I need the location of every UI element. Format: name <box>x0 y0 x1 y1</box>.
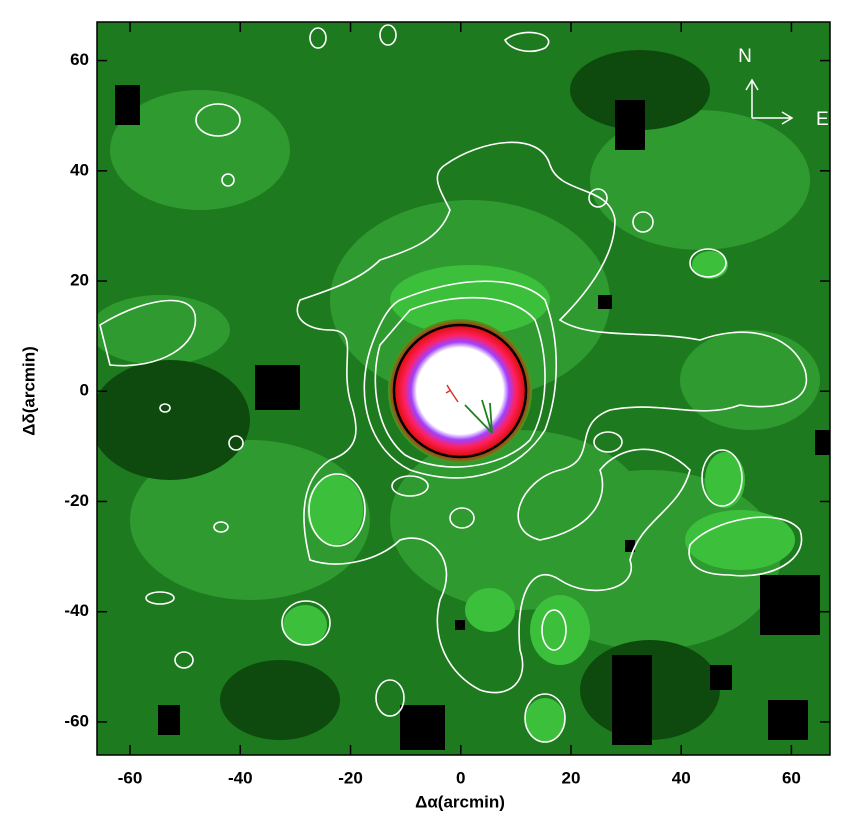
y-tick-label: 40 <box>70 160 89 179</box>
x-tick-label: -40 <box>228 768 253 787</box>
y-tick-label: -60 <box>64 711 89 730</box>
y-tick-label: 60 <box>70 50 89 69</box>
compass-label: N <box>738 46 752 67</box>
plot-frame <box>96 21 831 756</box>
y-tick-label: 20 <box>70 271 89 290</box>
x-tick-label: 60 <box>782 768 801 787</box>
y-axis-label: Δδ(arcmin) <box>19 346 38 436</box>
x-tick-label: 20 <box>562 768 581 787</box>
x-tick-label: 0 <box>456 768 465 787</box>
y-tick-label: -40 <box>64 601 89 620</box>
sky-image <box>97 22 830 755</box>
x-tick-label: -20 <box>338 768 363 787</box>
compass <box>745 78 794 125</box>
y-tick-label: 0 <box>80 381 89 400</box>
compass-label: E <box>816 109 829 130</box>
x-tick-label: 40 <box>672 768 691 787</box>
x-tick-label: -60 <box>118 768 143 787</box>
x-axis-label: Δα(arcmin) <box>415 792 505 811</box>
y-tick-label: -20 <box>64 491 89 510</box>
